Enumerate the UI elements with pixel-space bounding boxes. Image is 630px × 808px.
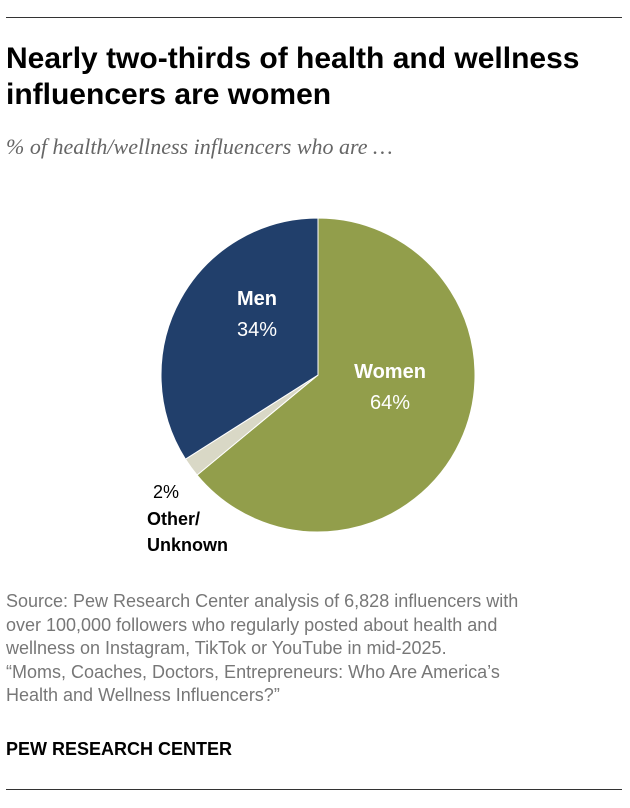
slice-value-label: 64% [370, 392, 410, 414]
slice-value-label: 34% [237, 319, 277, 341]
pie-slice-women [196, 217, 476, 533]
slice-value-label: 2% [153, 482, 179, 502]
slice-name-label: Other/ [147, 509, 200, 529]
slice-name-label: Women [354, 361, 426, 383]
source-line: Source: Pew Research Center analysis of … [6, 591, 519, 611]
top-rule [6, 17, 622, 18]
pie-slice-men [160, 217, 319, 460]
slice-name-label: Unknown [147, 535, 228, 555]
chart-title: Nearly two-thirds of health and wellness… [6, 42, 580, 111]
source-line: “Moms, Coaches, Doctors, Entrepreneurs: … [6, 661, 500, 682]
brand-logo-text: PEW RESEARCH CENTER [6, 739, 233, 759]
source-line: over 100,000 followers who regularly pos… [6, 614, 498, 635]
source-line: Health and Wellness Influencers?” [6, 685, 280, 706]
chart-subtitle: % of health/wellness influencers who are… [6, 134, 393, 159]
pie-slices [160, 217, 476, 533]
source-line: wellness on Instagram, TikTok or YouTube… [6, 638, 447, 659]
source-note: Source: Pew Research Center analysis of … [6, 590, 622, 708]
pie-labels: Women 64% 2% Other/Unknown Men 34% [147, 288, 426, 555]
bottom-rule [6, 789, 622, 790]
slice-name-label: Men [237, 288, 277, 310]
